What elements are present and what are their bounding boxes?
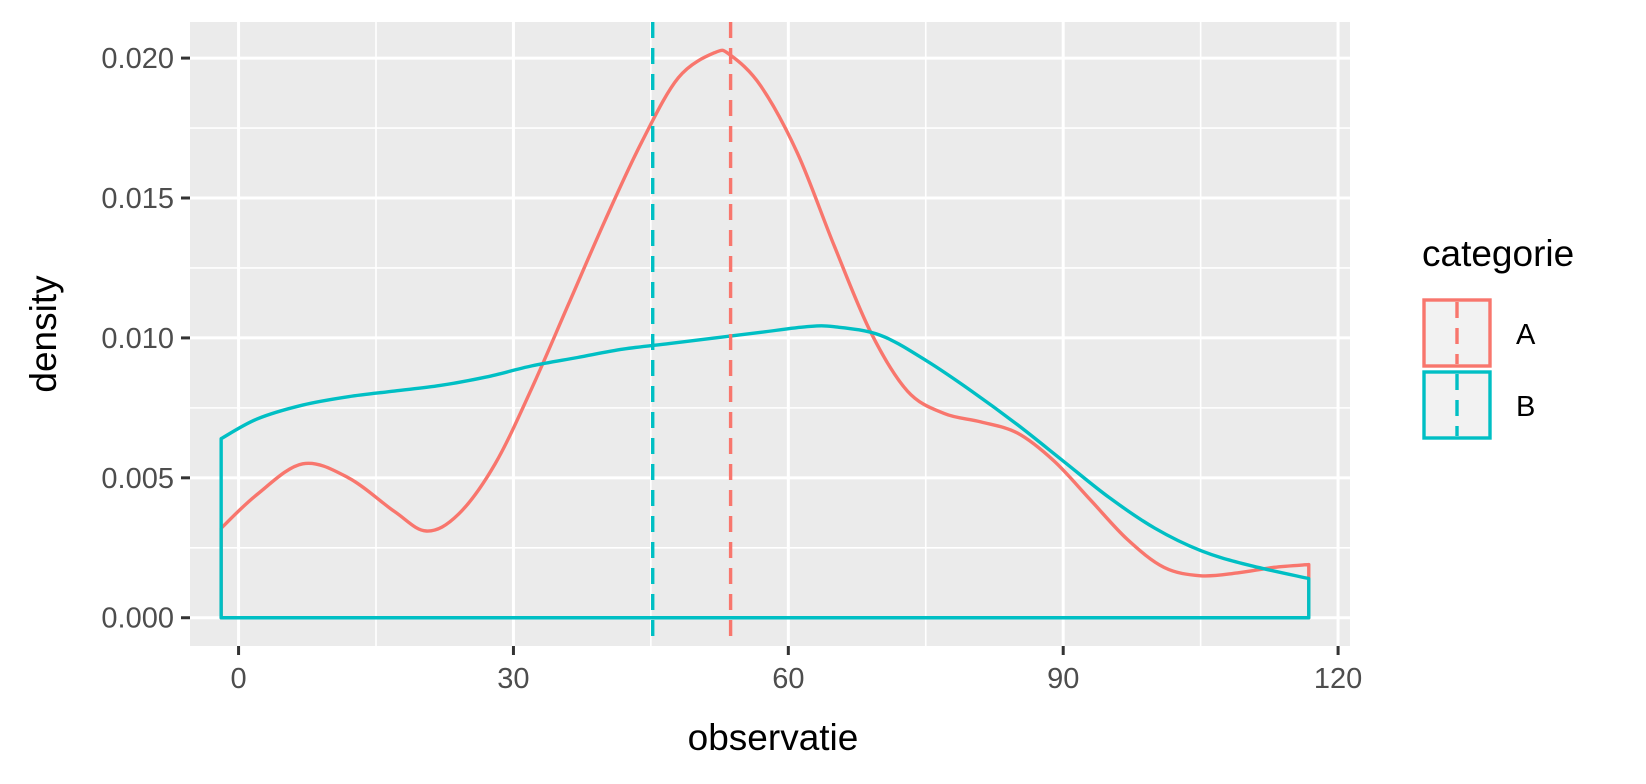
x-axis: 0 30 60 90 120 bbox=[230, 646, 1362, 695]
density-curves bbox=[219, 48, 1311, 620]
legend-label-A: A bbox=[1516, 319, 1536, 351]
legend: categorie A B bbox=[1422, 233, 1574, 440]
density-curve-B bbox=[219, 324, 1311, 620]
x-axis-title: observatie bbox=[688, 717, 859, 758]
y-tick-label: 0.000 bbox=[101, 603, 174, 635]
y-axis-title: density bbox=[23, 275, 64, 393]
plot-panel bbox=[190, 22, 1350, 646]
x-tick-label: 60 bbox=[772, 663, 804, 695]
x-tick-label: 120 bbox=[1314, 663, 1362, 695]
y-axis: 0.000 0.005 0.010 0.015 0.020 bbox=[101, 43, 190, 635]
y-tick-label: 0.015 bbox=[101, 183, 174, 215]
legend-title: categorie bbox=[1422, 233, 1574, 274]
y-tick-label: 0.010 bbox=[101, 323, 174, 355]
density-curve-A bbox=[219, 48, 1311, 620]
mean-lines bbox=[651, 22, 733, 646]
x-tick-label: 30 bbox=[497, 663, 529, 695]
x-tick-label: 0 bbox=[230, 663, 246, 695]
x-tick-label: 90 bbox=[1047, 663, 1079, 695]
y-tick-label: 0.005 bbox=[101, 463, 174, 495]
legend-label-B: B bbox=[1516, 391, 1535, 423]
y-tick-label: 0.020 bbox=[101, 43, 174, 75]
